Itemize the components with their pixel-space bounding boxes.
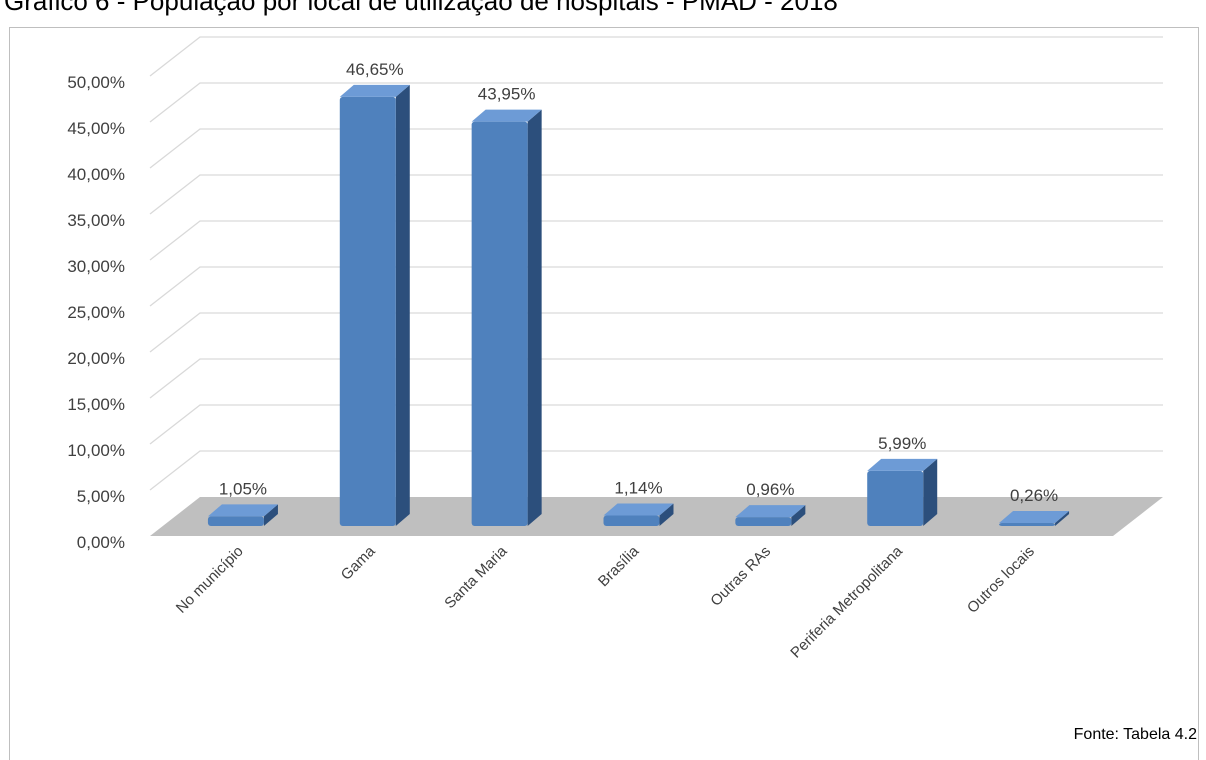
gridline (149, 404, 1163, 445)
bar-side (659, 503, 674, 526)
category-label: No município (173, 543, 247, 617)
data-label: 0,26% (1010, 486, 1058, 505)
chart-frame (9, 27, 1199, 760)
bar-side (527, 109, 542, 526)
bar (339, 84, 410, 526)
bar-front (867, 470, 924, 526)
bar-front (735, 517, 792, 526)
bar-side (791, 505, 806, 526)
bar (207, 504, 278, 526)
gridline (149, 82, 1163, 123)
gridline (149, 266, 1163, 307)
gridline (149, 174, 1163, 215)
bar (735, 505, 806, 526)
data-label: 0,96% (746, 480, 794, 499)
y-tick-label: 40,00% (67, 165, 125, 184)
y-tick-label: 50,00% (67, 73, 125, 92)
data-label: 43,95% (478, 85, 536, 104)
bar (867, 458, 938, 526)
gridlines (149, 36, 1163, 491)
bar-top (735, 505, 806, 518)
category-labels: No município Gama Santa Maria Brasília Outra… (173, 542, 1038, 661)
bar-top (603, 503, 674, 516)
category-label: Outros locais (964, 543, 1038, 617)
bar-side (263, 504, 278, 526)
data-label: 1,14% (614, 479, 662, 498)
category-label: Santa Maria (441, 542, 511, 612)
y-tick-label: 30,00% (67, 257, 125, 276)
data-label: 5,99% (878, 434, 926, 453)
bar-top (867, 458, 938, 471)
bar (999, 511, 1070, 526)
bar-top (339, 84, 410, 97)
bar-top (999, 511, 1070, 523)
category-label: Brasília (595, 542, 643, 590)
gridline (149, 128, 1163, 169)
y-tick-label: 5,00% (77, 487, 125, 506)
gridline (149, 36, 1163, 77)
y-tick-label: 15,00% (67, 395, 125, 414)
y-tick-label: 0,00% (77, 533, 125, 552)
y-tick-label: 10,00% (67, 441, 125, 460)
bar-front (471, 121, 528, 526)
chart-title: Gráfico 6 - População por local de utili… (4, 0, 838, 16)
bar-top (471, 109, 542, 122)
bar-side (395, 84, 410, 526)
data-label: 46,65% (346, 60, 404, 79)
gridline (149, 312, 1163, 353)
bar-front (999, 523, 1056, 526)
bars (207, 84, 1070, 526)
y-tick-label: 35,00% (67, 211, 125, 230)
data-labels: 1,05% 46,65% 43,95% 1,14% 0,96% 5,99% 0,26% (219, 60, 1058, 505)
gridline (149, 358, 1163, 399)
bar-top (207, 504, 278, 517)
bar-front (603, 515, 660, 526)
category-label: Outras RAs (707, 543, 774, 610)
y-tick-label: 45,00% (67, 119, 125, 138)
bar (471, 109, 542, 526)
y-tick-label: 20,00% (67, 349, 125, 368)
bar-side (923, 458, 938, 526)
bar-side (1055, 511, 1070, 526)
bar-front (207, 516, 264, 526)
y-tick-label: 25,00% (67, 303, 125, 322)
category-label: Gama (338, 542, 379, 583)
gridline (149, 450, 1163, 491)
category-label: Periferia Metropolitana (787, 542, 906, 661)
data-label: 1,05% (219, 479, 267, 498)
gridline (149, 220, 1163, 261)
y-axis-ticks: 0,00% 5,00% 10,00% 15,00% 20,00% 25,00% 30,00%… (67, 73, 125, 552)
bar (603, 503, 674, 526)
source-note: Fonte: Tabela 4.2 (1073, 726, 1197, 743)
bar-front (339, 96, 396, 526)
